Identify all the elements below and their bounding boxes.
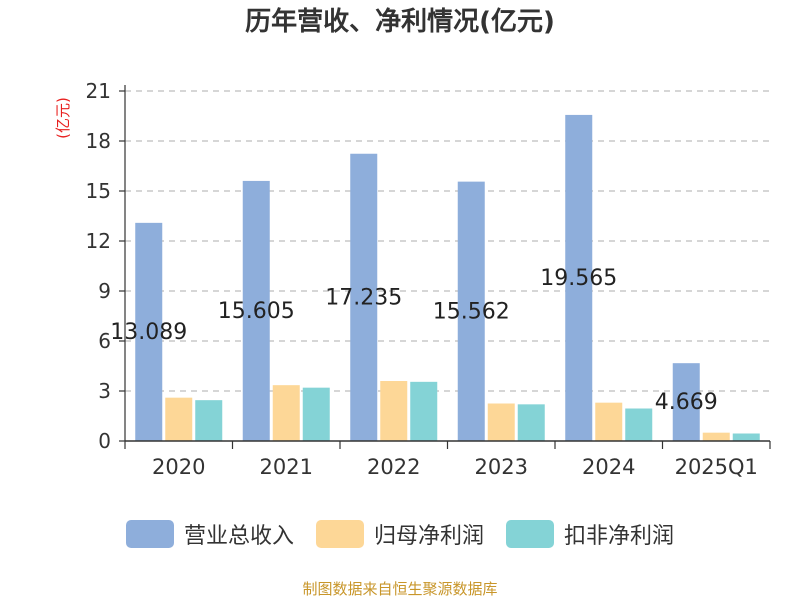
- legend-swatch-revenue: [125, 520, 174, 548]
- legend-label-deducted-net-profit: 扣非净利润: [564, 524, 675, 549]
- bar[interactable]: [565, 114, 593, 442]
- bar[interactable]: [517, 404, 545, 441]
- legend: 营业总收入 归母净利润 扣非净利润: [0, 516, 800, 552]
- legend-item-parent-net-profit[interactable]: 归母净利润: [315, 518, 484, 550]
- data-label: 17.235: [325, 285, 402, 310]
- y-tick-label: 9: [98, 279, 111, 303]
- y-axis-ticks: 0 3 6 9 12 15 18 21: [86, 79, 125, 453]
- y-tick-label: 12: [86, 229, 111, 253]
- y-tick-label: 21: [86, 79, 111, 103]
- y-tick-label: 18: [86, 129, 111, 153]
- x-tick-label: 2023: [475, 455, 528, 479]
- bar[interactable]: [350, 153, 378, 441]
- bar[interactable]: [625, 408, 653, 442]
- bar[interactable]: [410, 381, 438, 441]
- y-tick-label: 6: [98, 329, 111, 353]
- bar[interactable]: [165, 397, 193, 441]
- data-label: 13.089: [110, 320, 187, 345]
- legend-label-revenue: 营业总收入: [183, 524, 294, 549]
- grid-lines: [125, 90, 770, 392]
- bar[interactable]: [302, 387, 330, 441]
- x-tick-label: 2024: [582, 455, 635, 479]
- y-axis-label: (亿元): [54, 97, 72, 139]
- data-labels: 13.089 15.605 17.235 15.562 19.565 4.669: [110, 266, 717, 415]
- bar[interactable]: [457, 181, 485, 441]
- bar[interactable]: [242, 180, 270, 441]
- x-tick-label: 2022: [367, 455, 420, 479]
- data-label: 15.605: [218, 299, 295, 324]
- legend-label-parent-net-profit: 归母净利润: [373, 524, 484, 549]
- data-label: 15.562: [433, 299, 510, 324]
- legend-swatch-parent-net-profit: [315, 520, 364, 548]
- x-axis-ticks: 2020 2021 2022 2023 2024 2025Q1: [124, 441, 771, 479]
- y-tick-label: 15: [86, 179, 111, 203]
- bar[interactable]: [135, 222, 163, 441]
- source-note: 制图数据来自恒生聚源数据库: [302, 580, 498, 598]
- data-label: 4.669: [655, 390, 718, 415]
- bars: [135, 114, 760, 442]
- bar[interactable]: [702, 432, 730, 441]
- x-tick-label: 2025Q1: [675, 455, 758, 479]
- legend-item-deducted-net-profit[interactable]: 扣非净利润: [506, 518, 674, 550]
- bar[interactable]: [732, 433, 760, 442]
- bar[interactable]: [595, 402, 623, 441]
- x-tick-label: 2021: [260, 455, 313, 479]
- y-tick-label: 0: [98, 429, 111, 453]
- bar[interactable]: [272, 385, 300, 441]
- data-label: 19.565: [540, 266, 617, 291]
- x-tick-label: 2020: [152, 455, 205, 479]
- bar[interactable]: [380, 381, 408, 441]
- bar[interactable]: [195, 400, 223, 441]
- legend-item-revenue[interactable]: 营业总收入: [125, 518, 294, 550]
- legend-swatch-deducted-net-profit: [506, 520, 554, 548]
- bar[interactable]: [487, 403, 515, 442]
- chart-title: 历年营收、净利情况(亿元): [245, 7, 555, 37]
- y-tick-label: 3: [98, 379, 111, 403]
- bar[interactable]: [672, 363, 700, 441]
